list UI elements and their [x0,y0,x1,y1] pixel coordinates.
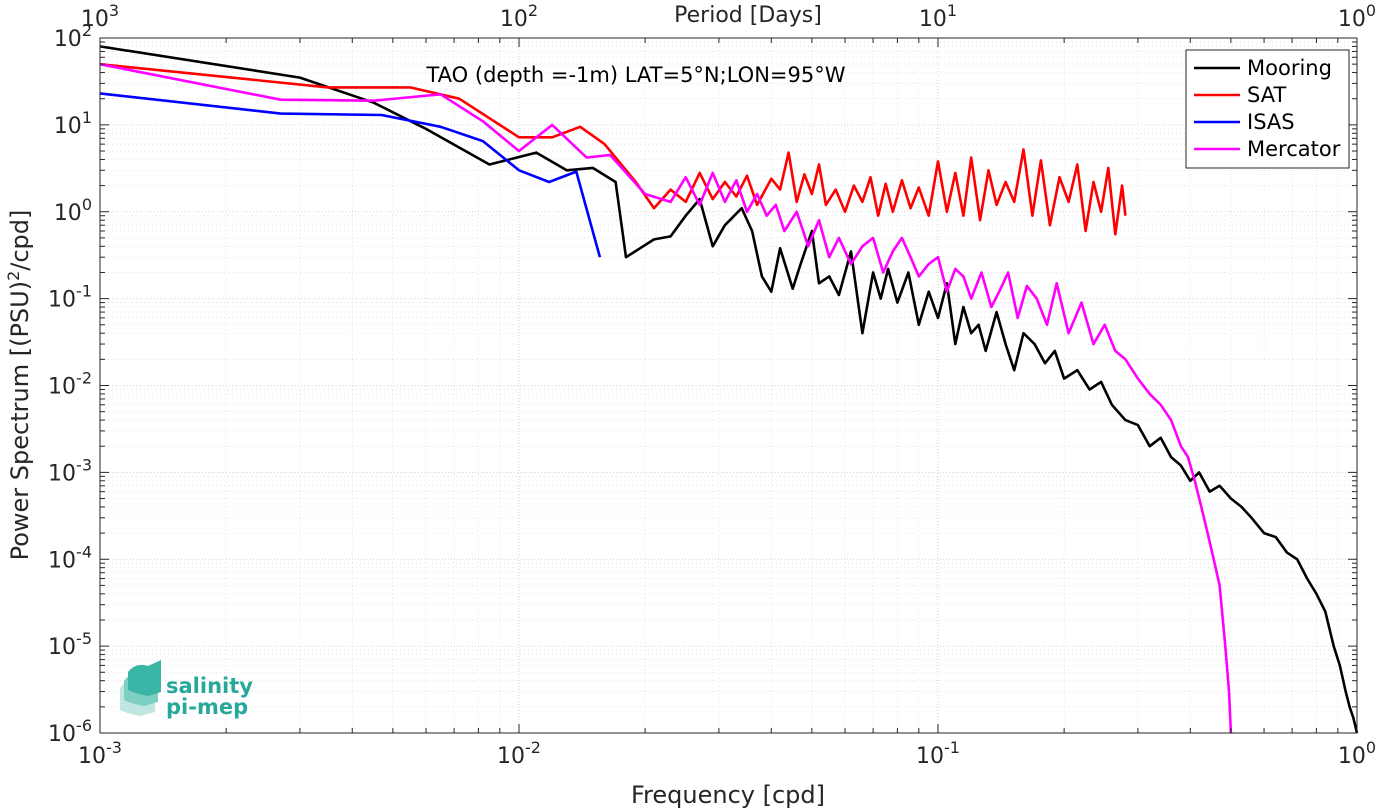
minor-grid [100,38,1357,733]
y-tick-label: 10-1 [48,282,92,313]
y-axis-label: Power Spectrum [(PSU)2/cpd] [4,210,35,561]
y-tick-label: 10-3 [48,455,92,486]
series-mercator-line [99,62,1233,734]
x-tick-label: 10-1 [916,738,960,769]
salinity-pi-mep-logo: salinity pi-mep [120,660,253,719]
y-tick-label: 102 [54,21,92,52]
x2-tick-label: 101 [919,1,957,32]
legend-label-mooring: Mooring [1247,56,1332,80]
y-tick-label: 10-2 [48,369,92,400]
y-tick-label: 101 [54,108,92,139]
legend-label-sat: SAT [1247,83,1286,107]
x2-tick-label: 102 [500,1,538,32]
legend: Mooring SAT ISAS Mercator [1185,49,1350,169]
x-tick-label: 10-3 [78,738,122,769]
legend-label-isas: ISAS [1247,110,1295,134]
chart-title: TAO (depth =-1m) LAT=5°N;LON=95°W [425,63,845,87]
logo-waves-icon [120,660,161,716]
x-tick-label: 100 [1338,738,1376,769]
series-isas-line [99,92,602,258]
x-tick-label: 10-2 [497,738,541,769]
logo-line-2: pi-mep [166,695,248,719]
y-tick-label: 10-6 [48,716,92,747]
series-sat-line [99,62,1127,236]
x2-tick-label: 100 [1338,1,1376,32]
x-axis-label: Frequency [cpd] [631,781,825,809]
tick-marks [99,37,1358,734]
series-layer [99,45,1359,734]
series-mooring-line [99,45,1359,734]
y-tick-label: 10-5 [48,629,92,660]
y-tick-label: 10-4 [48,542,92,573]
x2-tick-label: 103 [81,1,119,32]
logo-line-1: salinity [166,674,253,698]
y-tick-label: 100 [54,195,92,226]
legend-label-mercator: Mercator [1247,137,1341,161]
top-axis-label: Period [Days] [674,3,822,28]
